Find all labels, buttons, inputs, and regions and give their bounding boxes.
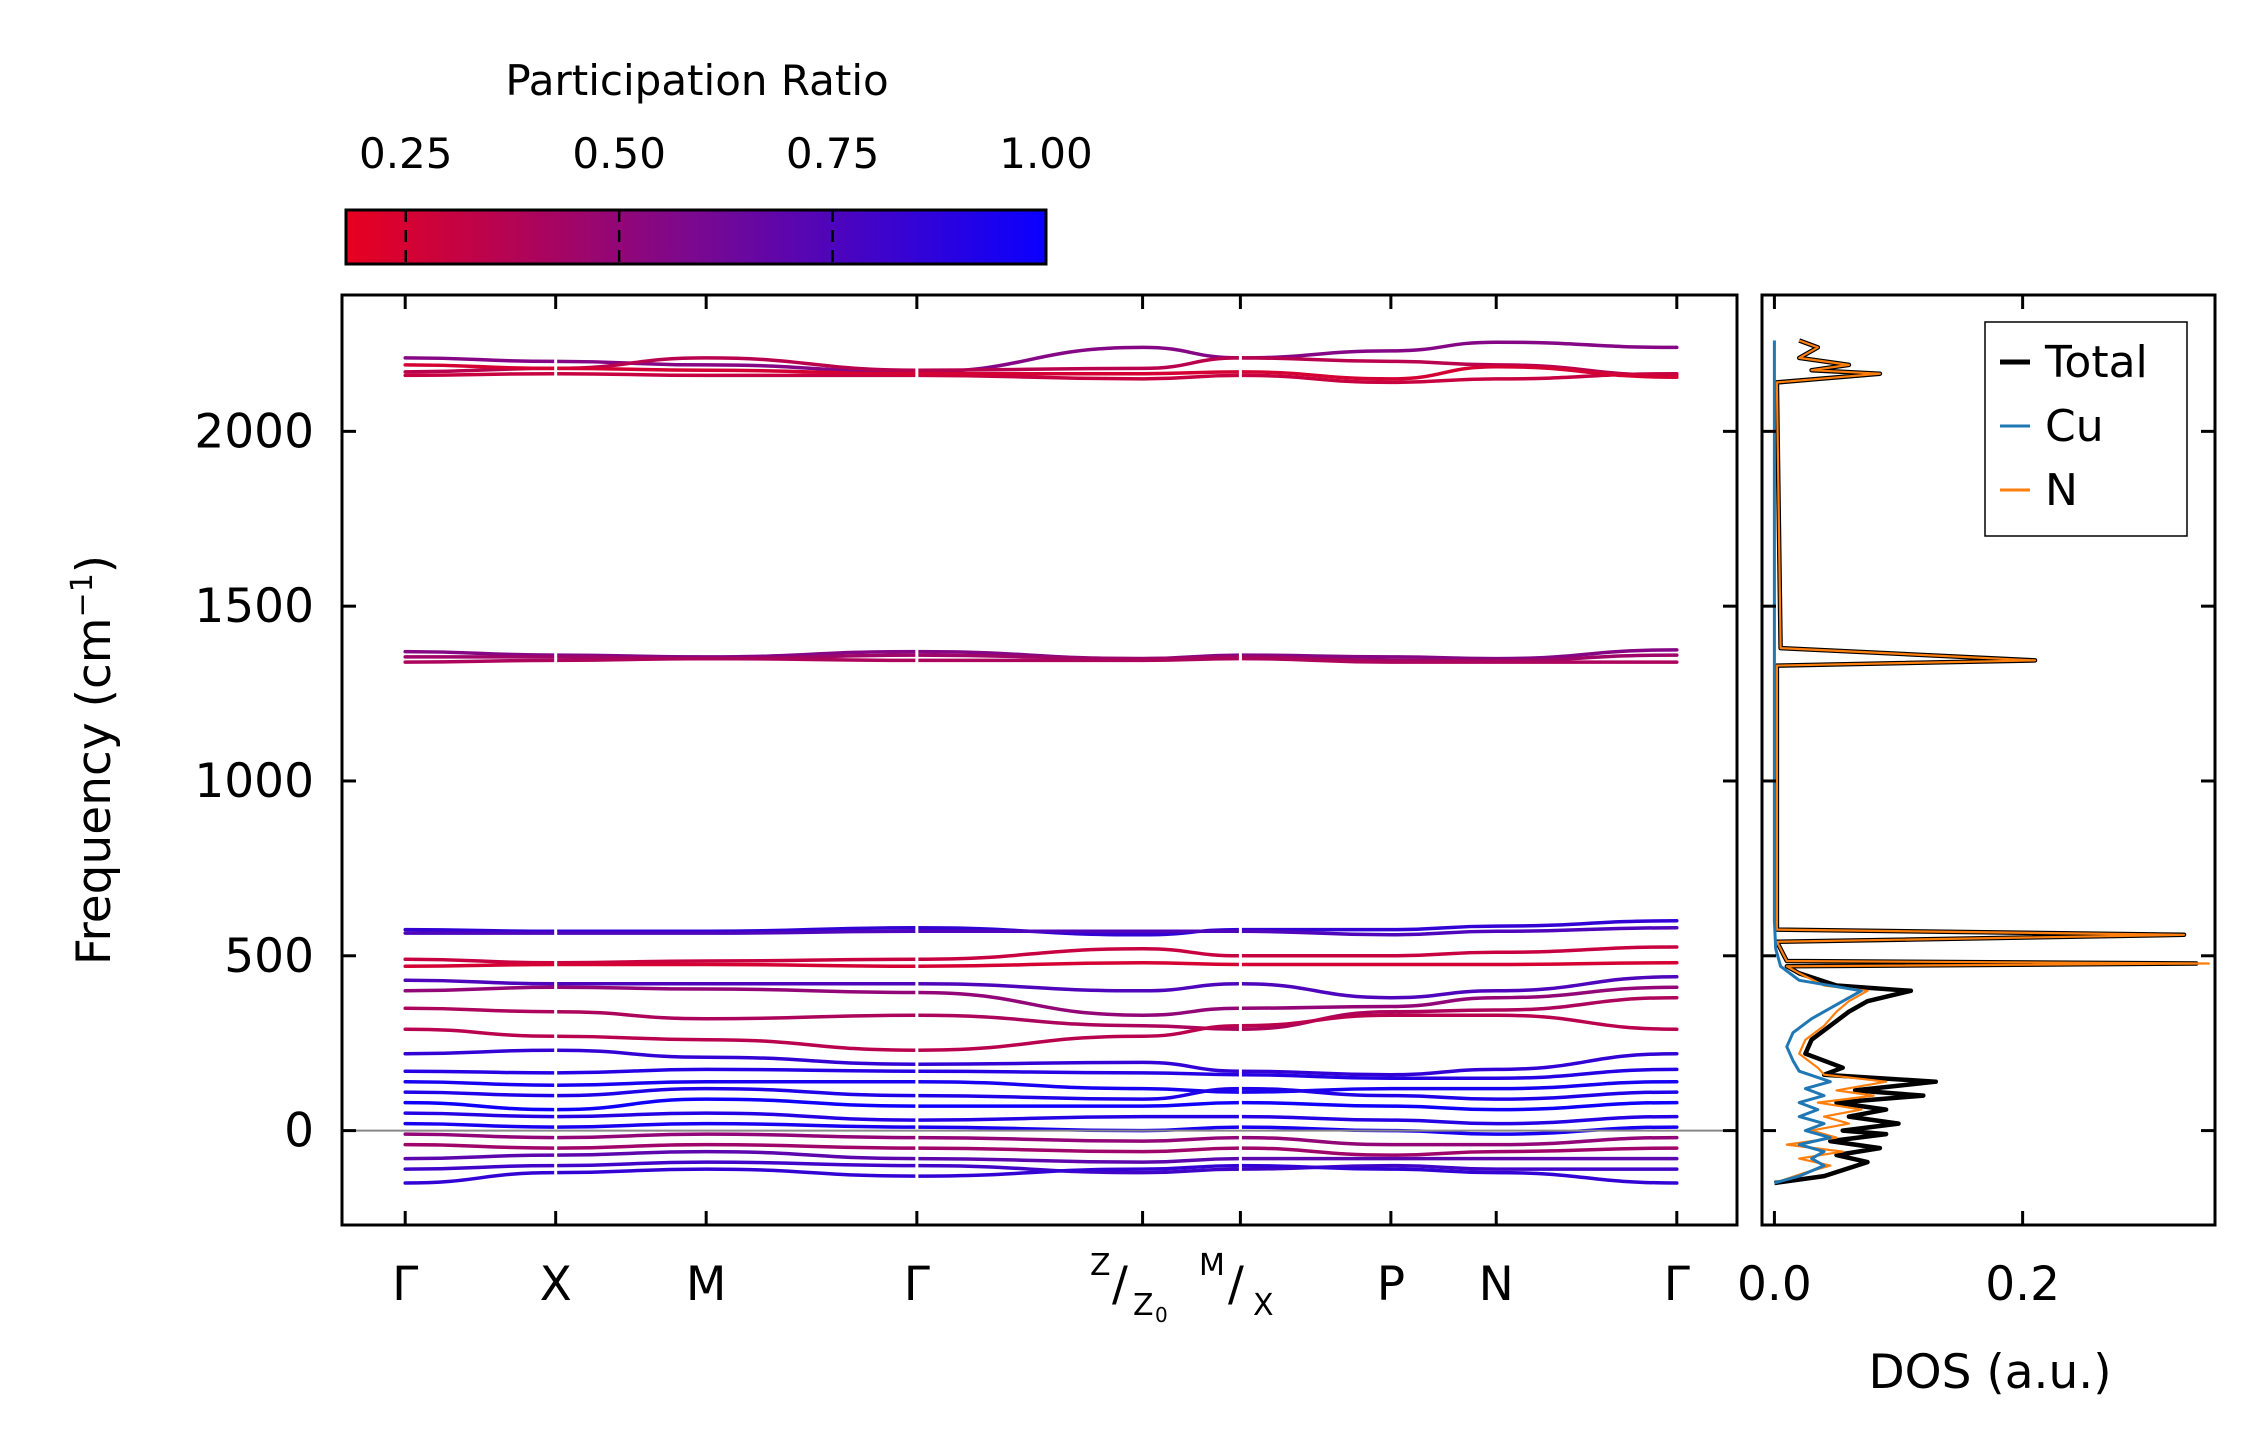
legend-box (1984, 321, 2188, 537)
colorbar-tick-label: 1.00 (999, 129, 1093, 178)
dos-frame (1760, 293, 2217, 1227)
k-label-z: Z (1090, 1248, 1111, 1283)
dos-y-ticks (1762, 429, 2215, 1133)
dos-line-cu (1772, 340, 1863, 1185)
k-tick-label: P (1377, 1257, 1405, 1312)
k-tick-label: M (686, 1257, 727, 1312)
colorbar-tick-label: 0.25 (359, 129, 453, 178)
band-line-1 (403, 340, 1679, 374)
dos-x-tick-label: 0.2 (1985, 1257, 2060, 1312)
legend-label-cu: Cu (2045, 401, 2104, 452)
band-line-9 (403, 926, 1679, 937)
band-line-13 (403, 985, 1679, 1017)
band-line-3 (403, 371, 1679, 385)
colorbar-tick-label: 0.75 (786, 129, 880, 178)
band-line-21 (403, 1111, 1679, 1126)
dos-lines (1772, 338, 2210, 1186)
band-frame (340, 293, 1739, 1227)
k-tick-label: Γ (1664, 1257, 1690, 1312)
band-line-27 (403, 1163, 1679, 1185)
k-label-slash-2: / (1228, 1257, 1244, 1312)
legend: Total Cu N (1984, 321, 2188, 537)
band-line-20 (403, 1097, 1679, 1112)
y-tick-label: 500 (224, 929, 314, 984)
band-line-19 (403, 1086, 1679, 1101)
colorbar-title: Participation Ratio (505, 56, 888, 105)
band-line-2 (403, 356, 1679, 378)
y-tick-label: 2000 (194, 404, 314, 459)
dos-x-ticks: 0.0 0.2 (1737, 295, 2060, 1312)
band-line-10 (403, 945, 1679, 965)
y-tick-label: 0 (284, 1104, 314, 1159)
y-axis-label: Frequency (cm−1) (65, 555, 122, 965)
k-label-m: M (1199, 1248, 1225, 1283)
band-line-12 (403, 975, 1679, 1000)
band-line-17 (403, 1067, 1679, 1080)
band-line-8 (403, 919, 1679, 937)
colorbar-tick-label: 0.50 (572, 129, 666, 178)
dos-x-tick-label: 0.0 (1737, 1257, 1812, 1312)
y-tick-label: 1000 (194, 754, 314, 809)
k-label-z0-sub: 0 (1155, 1303, 1168, 1327)
colorbar-ticks: 0.25 0.50 0.75 1.00 (359, 129, 1093, 264)
band-lines (403, 295, 1679, 1225)
y-tick-label: 1500 (194, 579, 314, 634)
legend-items: Total Cu N (2000, 337, 2148, 516)
dos-panel: 0.0 0.2 DOS (a.u.) Total Cu N (1737, 293, 2217, 1400)
dos-x-axis-label: DOS (a.u.) (1868, 1345, 2111, 1400)
colorbar: Participation Ratio 0.25 0.50 0.75 1.00 (344, 56, 1093, 266)
k-label-x: X (1253, 1288, 1274, 1323)
band-line-25 (403, 1149, 1679, 1164)
k-tick-label: N (1479, 1257, 1514, 1312)
compound-k-label: Z / Z 0 M / X (1090, 1248, 1274, 1327)
k-tick-label: Γ (904, 1257, 930, 1312)
dos-line-n (1774, 339, 2210, 1185)
legend-label-n: N (2045, 465, 2078, 516)
band-line-15 (403, 1013, 1679, 1052)
band-line-23 (403, 1132, 1679, 1147)
band-line-24 (403, 1142, 1679, 1157)
k-tick-label: Γ (392, 1257, 418, 1312)
colorbar-gradient (344, 208, 1048, 266)
band-y-ticks: 0 500 1000 1500 2000 (194, 404, 1737, 1159)
legend-label-total: Total (2044, 337, 2148, 388)
band-line-16 (403, 1048, 1679, 1077)
band-line-7 (403, 656, 1679, 664)
k-label-z0: Z (1133, 1288, 1154, 1323)
band-line-4 (403, 363, 1679, 381)
band-line-11 (403, 961, 1679, 969)
band-line-26 (403, 1160, 1679, 1175)
band-line-18 (403, 1079, 1679, 1094)
band-line-14 (403, 995, 1679, 1031)
k-label-slash-1: / (1112, 1257, 1128, 1312)
k-tick-label: X (540, 1257, 572, 1312)
